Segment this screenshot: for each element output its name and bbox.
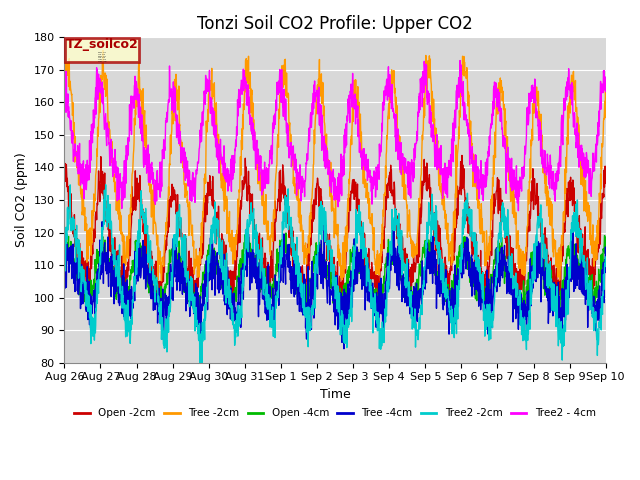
Open -2cm <box>84 300 92 305</box>
Tree2 - 4cm <box>215 155 223 160</box>
Tree2 -2cm <box>424 227 431 232</box>
Open -2cm <box>424 175 431 180</box>
Tree -2cm <box>308 188 316 193</box>
Tree -2cm <box>61 81 68 87</box>
Open -4cm <box>424 240 431 245</box>
Tree2 -2cm <box>196 366 204 372</box>
Tree -4cm <box>602 254 609 260</box>
Title: Tonzi Soil CO2 Profile: Upper CO2: Tonzi Soil CO2 Profile: Upper CO2 <box>197 15 473 33</box>
Legend: Open -2cm, Tree -2cm, Open -4cm, Tree -4cm, Tree2 -2cm, Tree2 - 4cm: Open -2cm, Tree -2cm, Open -4cm, Tree -4… <box>70 404 600 422</box>
Tree2 -2cm <box>216 240 223 246</box>
Open -2cm <box>602 180 609 186</box>
Tree2 - 4cm <box>108 136 115 142</box>
Tree2 -2cm <box>266 313 274 319</box>
Tree -4cm <box>340 346 348 352</box>
Line: Open -4cm: Open -4cm <box>65 232 605 322</box>
Tree -4cm <box>308 259 316 264</box>
Tree2 -2cm <box>256 256 264 262</box>
Open -2cm <box>308 229 316 235</box>
Open -4cm <box>256 274 264 280</box>
Tree -2cm <box>424 75 431 81</box>
Open -2cm <box>256 257 264 263</box>
Open -4cm <box>602 242 609 248</box>
Tree -4cm <box>99 219 106 225</box>
Line: Tree -2cm: Tree -2cm <box>65 50 605 281</box>
Open -4cm <box>108 268 115 274</box>
Tree -4cm <box>424 258 431 264</box>
Tree2 - 4cm <box>308 119 316 125</box>
Tree -2cm <box>256 182 264 188</box>
Open -2cm <box>215 238 223 244</box>
Tree2 - 4cm <box>61 76 68 82</box>
Tree2 - 4cm <box>266 162 273 168</box>
Tree2 -2cm <box>108 220 115 226</box>
Tree2 -2cm <box>602 257 609 263</box>
Tree -2cm <box>157 278 165 284</box>
Tree -2cm <box>216 153 223 158</box>
Tree -2cm <box>266 248 274 254</box>
Line: Tree2 - 4cm: Tree2 - 4cm <box>65 60 605 211</box>
Tree -4cm <box>61 259 68 264</box>
Tree -2cm <box>108 159 115 165</box>
Tree -4cm <box>108 274 115 280</box>
Tree2 -2cm <box>308 302 316 308</box>
Tree2 - 4cm <box>423 96 431 101</box>
Open -4cm <box>61 252 68 257</box>
X-axis label: Time: Time <box>320 388 351 401</box>
Tree2 - 4cm <box>602 89 609 95</box>
Open -4cm <box>266 305 273 311</box>
Open -2cm <box>61 171 68 177</box>
Line: Tree2 -2cm: Tree2 -2cm <box>65 185 605 369</box>
Tree -4cm <box>215 281 223 287</box>
Line: Tree -4cm: Tree -4cm <box>65 222 605 349</box>
Tree -4cm <box>266 298 273 304</box>
Open -4cm <box>308 276 316 282</box>
Line: Open -2cm: Open -2cm <box>65 156 605 302</box>
Open -2cm <box>108 252 115 258</box>
Tree -4cm <box>256 288 264 293</box>
Tree -2cm <box>99 48 107 53</box>
Tree2 - 4cm <box>255 172 263 178</box>
Tree -2cm <box>602 95 609 100</box>
Open -4cm <box>62 229 70 235</box>
Y-axis label: Soil CO2 (ppm): Soil CO2 (ppm) <box>15 153 28 247</box>
Open -2cm <box>458 153 466 158</box>
Open -2cm <box>266 264 273 270</box>
Tree2 - 4cm <box>515 208 522 214</box>
Open -4cm <box>215 274 223 279</box>
Tree2 -2cm <box>102 182 109 188</box>
Open -4cm <box>518 319 526 324</box>
Tree2 - 4cm <box>456 58 464 63</box>
Tree2 -2cm <box>61 251 68 256</box>
